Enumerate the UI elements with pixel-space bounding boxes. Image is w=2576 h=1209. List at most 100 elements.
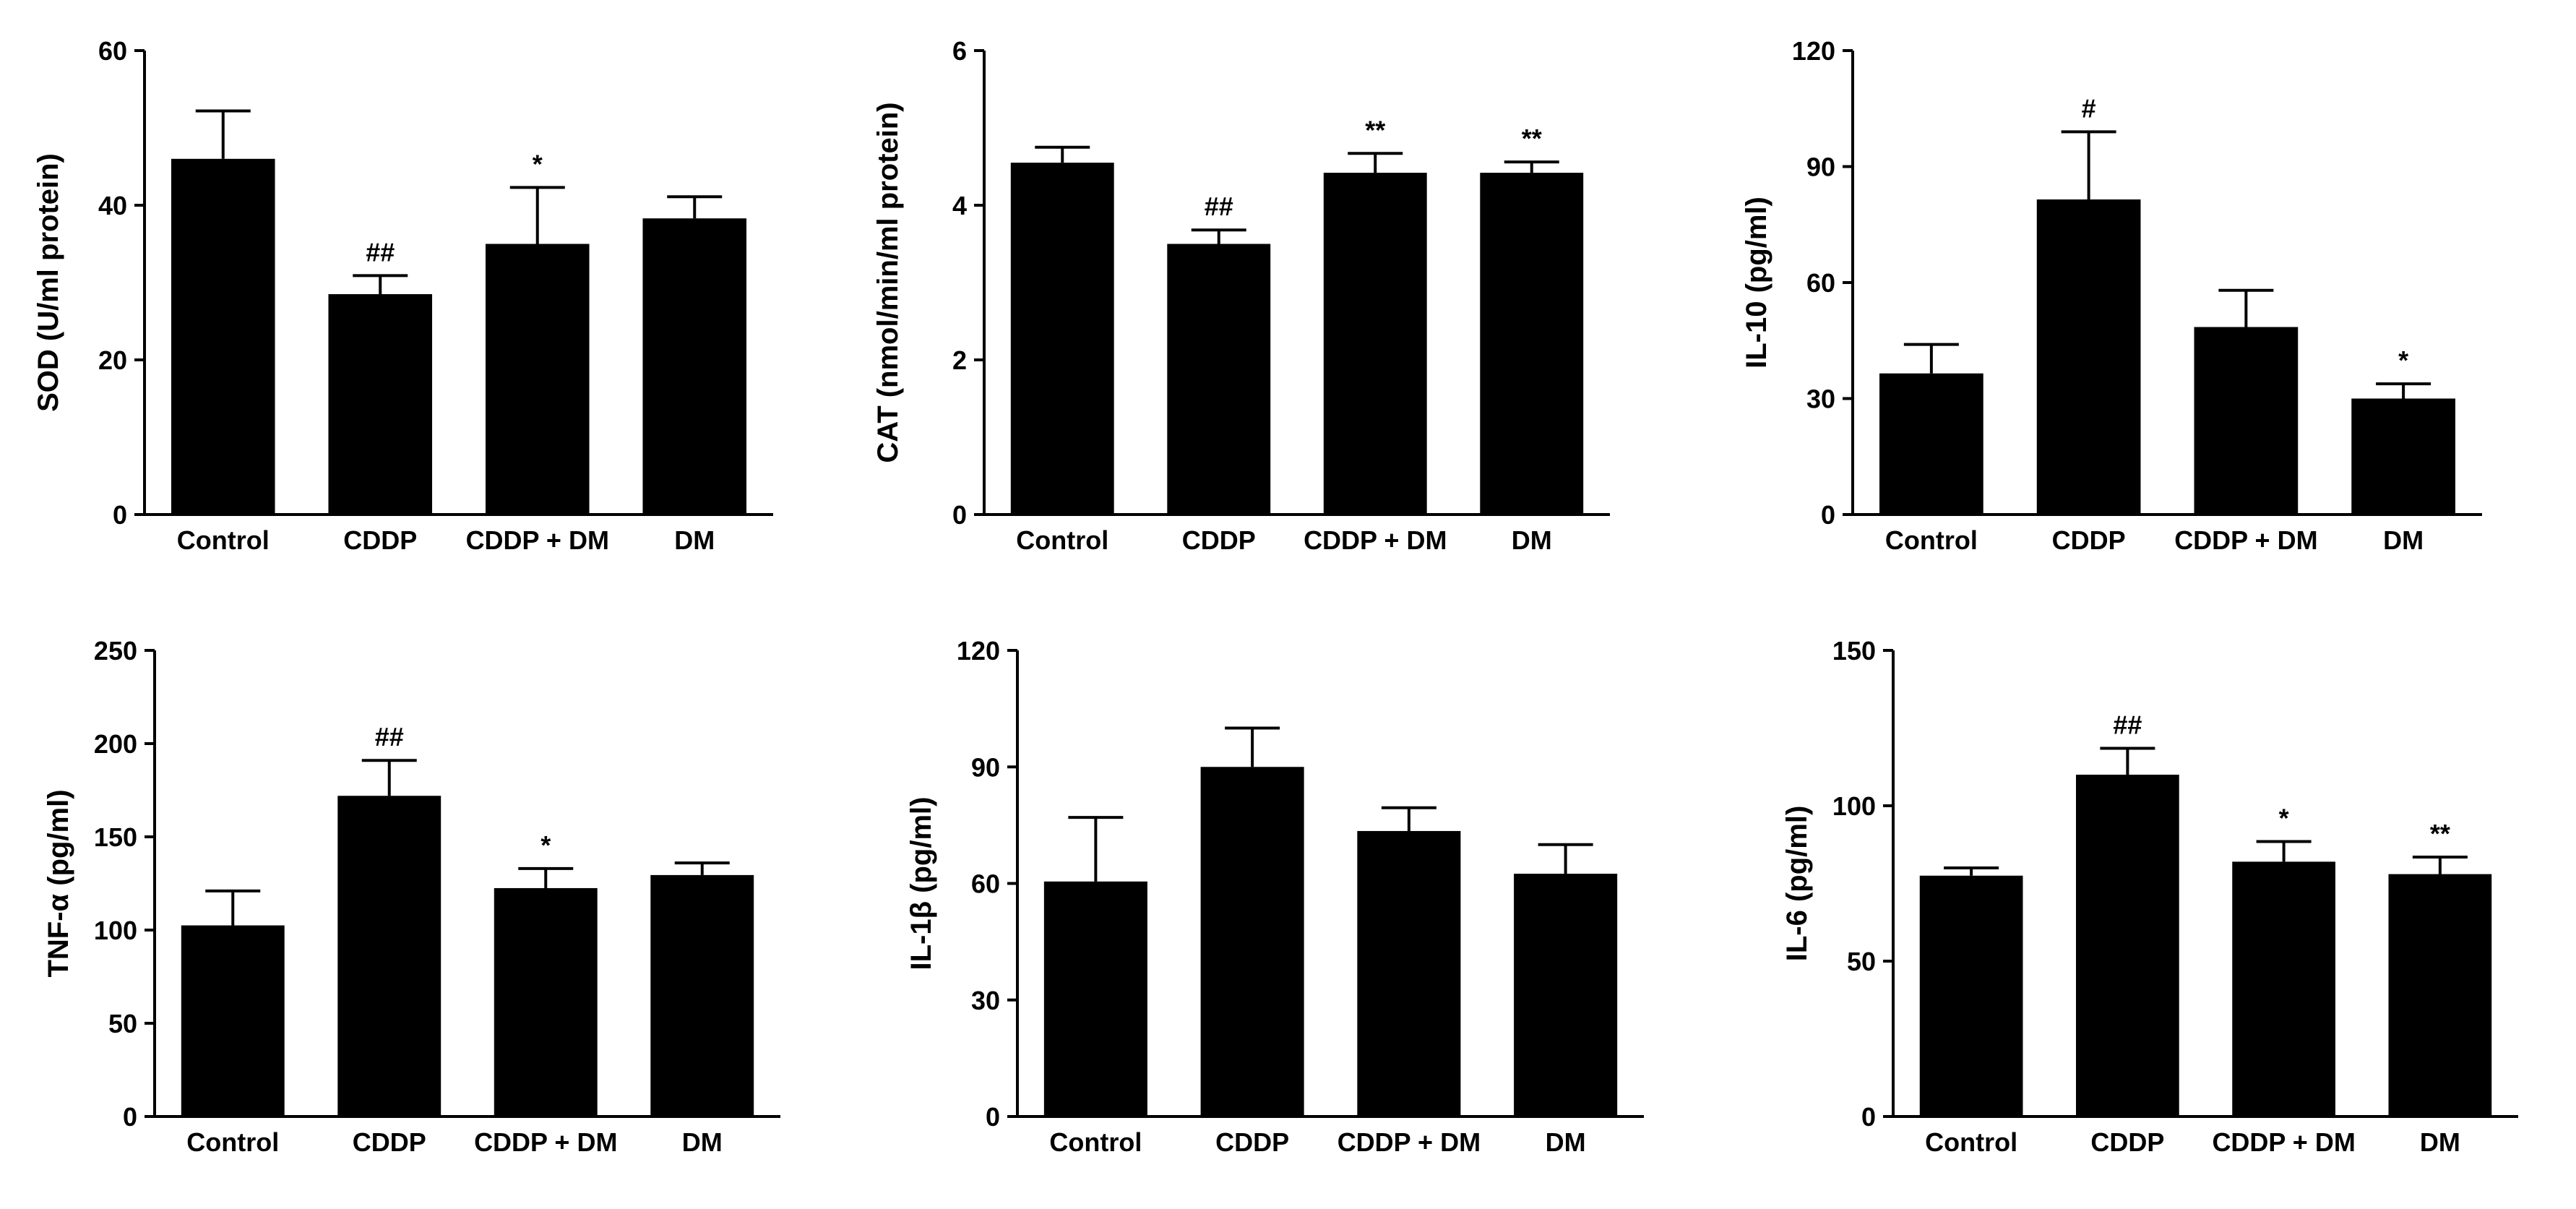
y-axis-title: IL-6 (pg/ml) <box>1781 806 1813 962</box>
bar <box>2194 327 2299 515</box>
bar <box>1323 173 1427 515</box>
significance-marker: * <box>540 830 551 860</box>
bar <box>337 796 441 1117</box>
bar <box>2388 874 2492 1117</box>
y-tick-label: 60 <box>971 869 1000 899</box>
significance-marker: * <box>533 149 543 178</box>
x-category-label: DM <box>2420 1127 2460 1157</box>
chart-panel-3: 0 30 60 90 120 IL-10 (pg/ml) Control # CDDP CDDP … <box>1741 36 2482 555</box>
bar <box>1919 875 2023 1117</box>
x-category-label: DM <box>1546 1127 1586 1157</box>
y-axis-title: TNF-α (pg/ml) <box>43 789 74 977</box>
y-tick-label: 100 <box>1832 791 1876 821</box>
bar <box>1043 881 1147 1117</box>
bar <box>1514 874 1618 1117</box>
chart-panel-2: 0 2 4 6 CAT (nmol/min/ml protein) Control ## CD… <box>872 36 1610 555</box>
x-category-label: Control <box>1049 1127 1142 1157</box>
x-category-label: DM <box>674 525 715 555</box>
chart-panel-6: 0 50 100 150 IL-6 (pg/ml) Control ## CDDP * CDDP … <box>1781 636 2518 1157</box>
x-category-label: DM <box>2383 525 2424 555</box>
x-category-label: CDDP + DM <box>2212 1127 2355 1157</box>
x-category-label: Control <box>177 525 270 555</box>
chart-panel-4: 0 50 100 150 200 250 TNF-α (pg/ml) Control ## CDD… <box>43 636 780 1157</box>
y-tick-label: 90 <box>971 752 1000 782</box>
y-tick-label: 60 <box>98 36 127 66</box>
x-category-label: Control <box>1885 525 1978 555</box>
significance-marker: ## <box>2113 710 2142 739</box>
x-category-label: CDDP + DM <box>1304 525 1447 555</box>
bar <box>181 925 285 1117</box>
bar <box>2076 775 2179 1117</box>
significance-marker: ## <box>1205 192 1233 221</box>
y-tick-label: 90 <box>1806 152 1835 182</box>
y-tick-label: 60 <box>1806 268 1835 298</box>
y-tick-label: 150 <box>1832 636 1876 666</box>
y-tick-label: 4 <box>952 191 967 220</box>
bar <box>650 874 754 1117</box>
y-tick-label: 120 <box>957 636 1000 666</box>
y-tick-label: 30 <box>971 986 1000 1015</box>
bar <box>1200 767 1304 1117</box>
bar <box>171 158 275 515</box>
y-tick-label: 2 <box>952 345 967 375</box>
y-tick-label: 0 <box>1861 1102 1876 1132</box>
y-axis-title: SOD (U/ml protein) <box>33 153 64 412</box>
y-tick-label: 6 <box>952 36 967 66</box>
bar <box>2351 398 2455 515</box>
bar <box>485 244 590 515</box>
y-tick-label: 120 <box>1792 36 1835 66</box>
bar <box>642 218 747 515</box>
y-axis-title: IL-1β (pg/ml) <box>905 797 937 971</box>
y-tick-label: 200 <box>94 729 137 759</box>
significance-marker: * <box>2398 345 2408 375</box>
y-tick-label: 50 <box>1847 947 1876 976</box>
significance-marker: ## <box>375 722 404 752</box>
x-category-label: CDDP <box>2090 1127 2164 1157</box>
x-category-label: CDDP <box>1182 525 1256 555</box>
x-category-label: DM <box>682 1127 723 1157</box>
y-tick-label: 250 <box>94 636 137 666</box>
y-axis-title: CAT (nmol/min/ml protein) <box>872 102 904 462</box>
significance-marker: ** <box>1365 115 1385 145</box>
significance-marker: ** <box>2430 819 2450 848</box>
y-tick-label: 0 <box>123 1102 137 1132</box>
x-category-label: DM <box>1512 525 1552 555</box>
x-category-label: CDDP <box>1215 1127 1289 1157</box>
x-category-label: Control <box>186 1127 279 1157</box>
bar <box>1357 830 1461 1117</box>
y-axis-title: IL-10 (pg/ml) <box>1741 197 1772 369</box>
x-category-label: CDDP + DM <box>474 1127 617 1157</box>
bar <box>494 887 598 1117</box>
x-category-label: Control <box>1925 1127 2017 1157</box>
y-tick-label: 150 <box>94 822 137 852</box>
y-tick-label: 0 <box>113 500 127 530</box>
x-category-label: Control <box>1016 525 1108 555</box>
x-category-label: CDDP + DM <box>1337 1127 1481 1157</box>
significance-marker: ## <box>366 237 395 267</box>
significance-marker: * <box>2279 803 2289 832</box>
bar <box>1010 163 1114 515</box>
bar <box>1480 173 1584 515</box>
bar <box>1879 373 1983 515</box>
significance-marker: ** <box>1522 124 1542 153</box>
y-tick-label: 50 <box>108 1009 137 1038</box>
y-tick-label: 0 <box>952 500 967 530</box>
y-tick-label: 0 <box>1821 500 1835 530</box>
bar <box>328 294 433 515</box>
chart-panel-1: 0 20 40 60 SOD (U/ml protein) Control ## CDDP * C… <box>33 36 773 555</box>
x-category-label: CDDP <box>2052 525 2126 555</box>
y-tick-label: 20 <box>98 345 127 375</box>
x-category-label: CDDP + DM <box>2174 525 2317 555</box>
significance-marker: # <box>2082 93 2096 123</box>
x-category-label: CDDP + DM <box>466 525 609 555</box>
y-tick-label: 30 <box>1806 384 1835 414</box>
chart-panel-5: 0 30 60 90 120 IL-1β (pg/ml) Control CDDP CDDP +… <box>905 636 1644 1157</box>
y-tick-label: 40 <box>98 191 127 220</box>
bar <box>1167 244 1271 515</box>
bar <box>2232 861 2335 1117</box>
y-tick-label: 0 <box>986 1102 1000 1132</box>
x-category-label: CDDP <box>343 525 417 555</box>
y-tick-label: 100 <box>94 916 137 945</box>
bar <box>2036 199 2141 515</box>
